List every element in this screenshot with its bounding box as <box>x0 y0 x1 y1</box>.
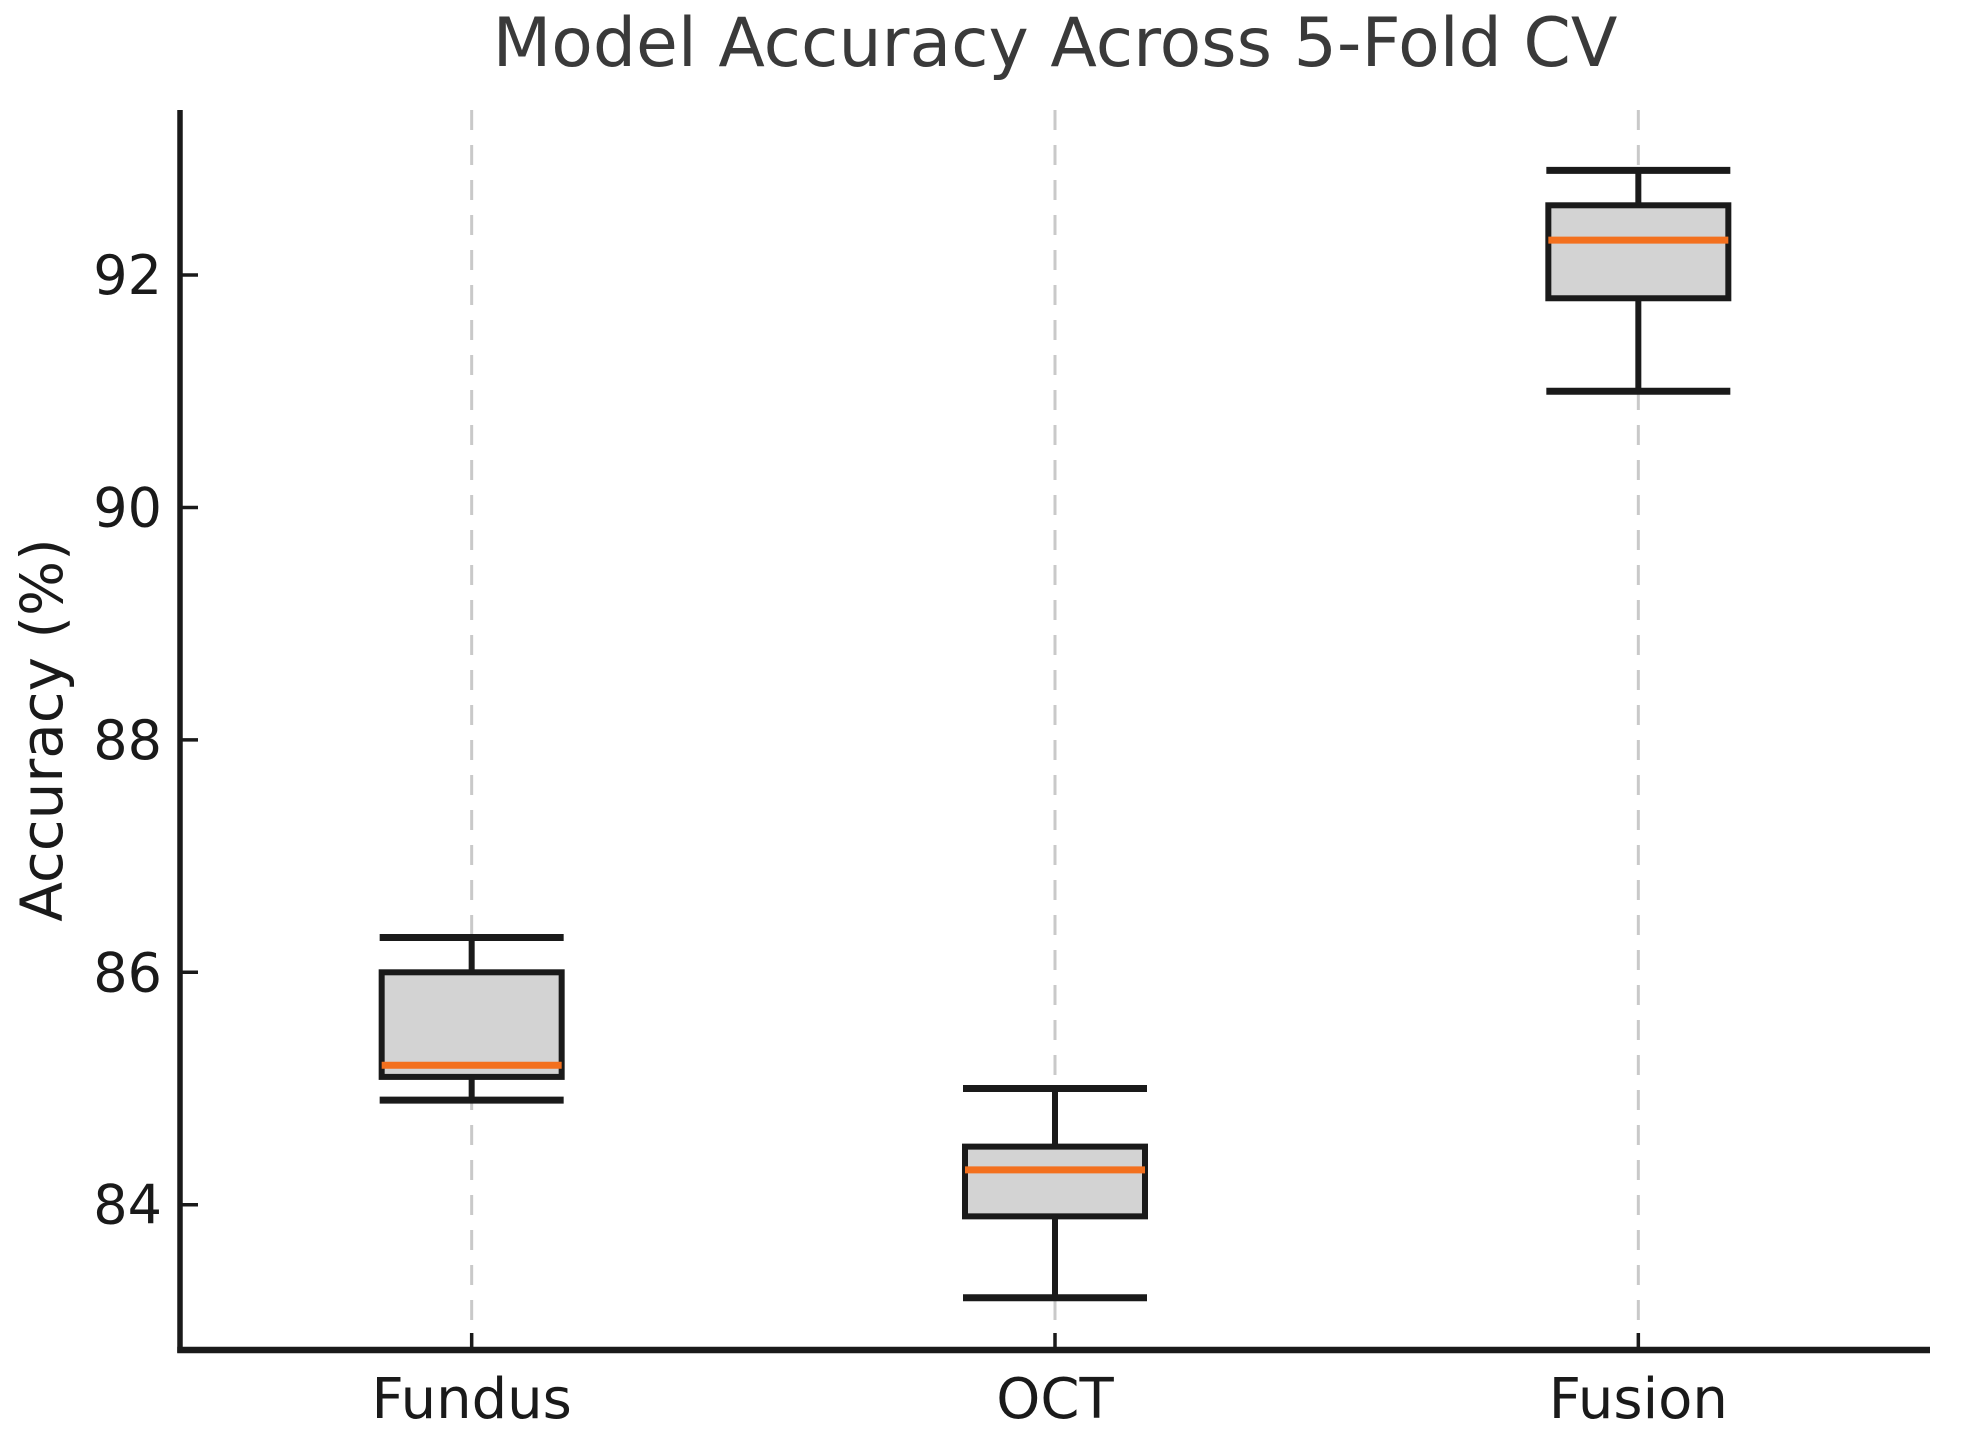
y-tick-label-90: 90 <box>93 476 162 539</box>
x-tick-label-fusion: Fusion <box>1549 1367 1728 1432</box>
y-tick-labels: 84 86 88 90 92 <box>93 244 198 1237</box>
iqr-box <box>962 1143 1148 1220</box>
box-fusion <box>1545 166 1732 395</box>
x-tick-label-oct: OCT <box>996 1367 1114 1432</box>
iqr-box <box>378 969 565 1080</box>
y-tick-label-84: 84 <box>93 1174 162 1237</box>
iqr-box <box>1545 202 1732 302</box>
y-tick-label-86: 86 <box>93 941 162 1004</box>
box-fundus <box>378 933 565 1104</box>
x-tick-labels: Fundus OCT Fusion <box>371 1333 1728 1432</box>
chart-title: Model Accuracy Across 5-Fold CV <box>493 4 1618 83</box>
y-tick-label-88: 88 <box>93 709 162 772</box>
y-tick-label-92: 92 <box>93 244 162 307</box>
x-tick-label-fundus: Fundus <box>371 1367 571 1432</box>
y-axis-label: Accuracy (%) <box>8 538 76 922</box>
boxplots <box>378 166 1732 1302</box>
box-oct <box>962 1085 1148 1302</box>
